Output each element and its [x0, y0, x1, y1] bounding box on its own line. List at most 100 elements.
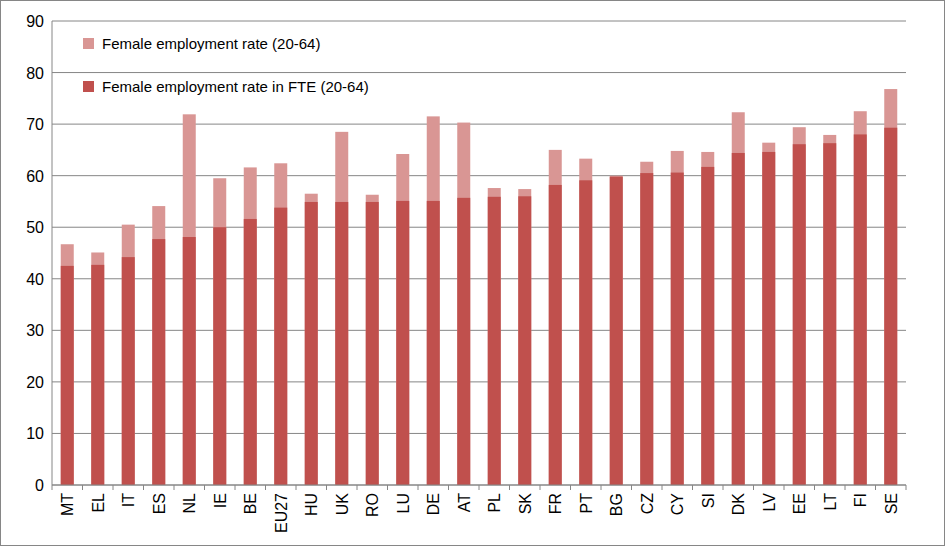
x-tick — [143, 485, 144, 490]
bar — [61, 244, 74, 485]
bar — [244, 219, 257, 485]
x-tick-label: LT — [822, 493, 839, 511]
bar — [91, 252, 104, 485]
bar — [183, 114, 196, 485]
x-tick-label: UK — [334, 493, 351, 516]
chart-container: 0102030405060708090MTELITESNLIEBEEU27HUU… — [0, 0, 945, 546]
x-tick-label: SE — [883, 493, 900, 514]
chart: 0102030405060708090MTELITESNLIEBEEU27HUU… — [0, 0, 945, 546]
x-tick-label: RO — [364, 493, 381, 517]
x-tick — [357, 485, 358, 490]
legend-swatch — [83, 38, 94, 49]
bar — [762, 152, 775, 485]
bar — [549, 150, 562, 485]
bar — [854, 111, 867, 485]
grid-line — [52, 124, 906, 125]
x-tick — [875, 485, 876, 490]
x-tick-label: BG — [608, 493, 625, 516]
x-tick — [387, 485, 388, 490]
bar — [335, 202, 348, 485]
x-tick — [204, 485, 205, 490]
x-tick — [113, 485, 114, 490]
bar — [122, 257, 135, 485]
bar — [732, 153, 745, 485]
x-tick-label: DE — [425, 493, 442, 515]
bar — [274, 163, 287, 485]
bar — [732, 112, 745, 485]
bar — [884, 128, 897, 485]
x-tick — [448, 485, 449, 490]
y-tick-label: 20 — [26, 374, 44, 391]
x-tick-label: SK — [517, 493, 534, 515]
legend-label: Female employment rate in FTE (20-64) — [102, 78, 369, 95]
bar — [518, 196, 531, 485]
bar — [213, 178, 226, 485]
x-tick — [82, 485, 83, 490]
x-tick-label: HU — [303, 493, 320, 516]
x-tick — [265, 485, 266, 490]
grid-line — [52, 227, 906, 228]
bar — [213, 227, 226, 485]
bar — [488, 197, 501, 485]
x-tick — [326, 485, 327, 490]
grid-line — [52, 72, 906, 73]
x-tick — [540, 485, 541, 490]
grid-line — [52, 278, 906, 279]
x-tick-label: IT — [120, 493, 137, 507]
x-tick — [174, 485, 175, 490]
y-tick-label: 60 — [26, 168, 44, 185]
grid — [52, 21, 906, 485]
x-tick-label: DK — [730, 493, 747, 516]
y-tick-label: 0 — [35, 477, 44, 494]
bar — [457, 198, 470, 485]
x-tick — [753, 485, 754, 490]
bar — [91, 265, 104, 485]
x-tick — [418, 485, 419, 490]
legend: Female employment rate (20-64) Female emp… — [83, 35, 369, 95]
grid-line — [52, 381, 906, 382]
bar — [640, 173, 653, 485]
bar — [152, 206, 165, 485]
x-tick-label: FR — [547, 493, 564, 514]
x-tick — [906, 485, 907, 490]
x-tick — [814, 485, 815, 490]
bar — [823, 135, 836, 485]
x-tick — [509, 485, 510, 490]
x-tick — [723, 485, 724, 490]
legend-swatch — [83, 81, 94, 92]
x-tick-label: LU — [395, 493, 412, 513]
bar — [671, 151, 684, 485]
bar — [762, 143, 775, 485]
bar — [518, 189, 531, 485]
bar — [366, 202, 379, 485]
bar — [427, 116, 440, 485]
x-tick — [845, 485, 846, 490]
bars — [61, 89, 898, 485]
x-tick-label: ES — [151, 493, 168, 514]
y-tick-label: 50 — [26, 219, 44, 236]
x-tick-label: EL — [90, 493, 107, 513]
bar — [457, 123, 470, 485]
x-tick-label: FI — [852, 493, 869, 507]
bar — [610, 177, 623, 485]
bar — [488, 188, 501, 485]
x-tick — [662, 485, 663, 490]
bar — [549, 185, 562, 485]
x-tick — [479, 485, 480, 490]
y-tick-label: 70 — [26, 116, 44, 133]
bar — [610, 176, 623, 485]
bar — [579, 159, 592, 485]
bar — [793, 127, 806, 485]
x-tick — [52, 485, 53, 490]
x-tick-label: LV — [761, 493, 778, 512]
bar — [701, 167, 714, 485]
x-tick — [631, 485, 632, 490]
legend-label: Female employment rate (20-64) — [102, 35, 320, 52]
x-tick-label: EU27 — [273, 493, 290, 533]
y-tick-label: 10 — [26, 425, 44, 442]
bar — [396, 154, 409, 485]
x-tick — [784, 485, 785, 490]
y-tick-label: 40 — [26, 271, 44, 288]
bar — [335, 132, 348, 485]
grid-line — [52, 433, 906, 434]
